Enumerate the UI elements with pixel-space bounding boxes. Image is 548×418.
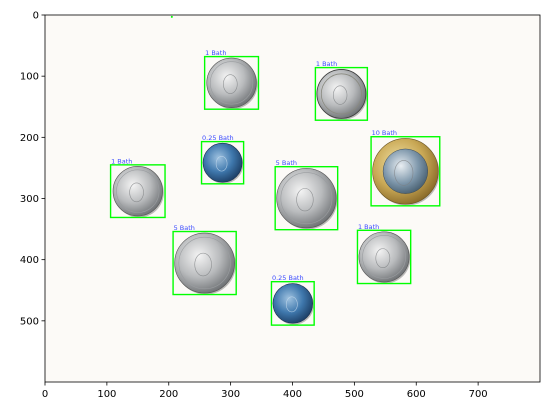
- detection-layer: 1 Bath 1 Bath 0.25 Bath 10 Bath 1 Bath 5 Bath…: [109, 15, 441, 326]
- coin-emblem: [333, 85, 348, 105]
- x-tick-label: 700: [469, 389, 488, 400]
- axes: 1 Bath 1 Bath 0.25 Bath 10 Bath 1 Bath 5 Bath…: [20, 11, 541, 400]
- coin-emblem: [285, 296, 298, 313]
- coin: [174, 232, 235, 294]
- detection-box: [200, 140, 245, 185]
- coin-emblem: [194, 252, 212, 277]
- coin-rim: [116, 169, 160, 213]
- coin-rim: [209, 61, 254, 105]
- x-tick-label: 100: [97, 389, 116, 400]
- coin: [202, 142, 243, 183]
- x-tick-label: 600: [407, 389, 426, 400]
- coin-emblem: [215, 155, 228, 172]
- y-axis: 0 100 200 300 400 500: [20, 11, 45, 327]
- coin-emblem: [129, 182, 144, 203]
- detection-label: 1 Bath: [316, 60, 337, 68]
- y-tick-label: 0: [33, 11, 39, 22]
- coin-emblem: [223, 74, 238, 94]
- detection-box: [270, 280, 315, 326]
- detection-box: [109, 164, 166, 219]
- detection-box: [274, 165, 339, 231]
- detection-label: 10 Bath: [372, 129, 397, 137]
- x-axis: 0 100 200 300 400 500 600 700: [42, 382, 488, 400]
- detection-label: 1 Bath: [111, 157, 132, 165]
- detection-label: 1 Bath: [358, 223, 379, 231]
- coin: [316, 69, 367, 119]
- coin-center: [382, 148, 429, 194]
- coin: [276, 168, 337, 229]
- x-tick-label: 500: [345, 389, 364, 400]
- y-tick-label: 400: [20, 255, 39, 266]
- coin: [112, 166, 163, 217]
- y-tick-label: 200: [20, 133, 39, 144]
- detection-label: 0.25 Bath: [272, 274, 304, 282]
- x-tick-label: 400: [283, 389, 302, 400]
- coin: [272, 283, 313, 324]
- y-tick-label: 300: [20, 194, 39, 205]
- coin-rim: [362, 235, 406, 279]
- detection-box: [370, 136, 441, 207]
- coin-layer: [112, 57, 440, 325]
- coin: [206, 57, 257, 108]
- x-tick-label: 200: [159, 389, 178, 400]
- coin: [358, 231, 410, 283]
- detection-box: [203, 55, 260, 110]
- detection-box: [172, 230, 237, 296]
- coin-rim: [178, 236, 231, 290]
- x-tick-label: 300: [221, 389, 240, 400]
- coin-emblem: [375, 248, 391, 269]
- y-tick-label: 500: [20, 316, 39, 327]
- detection-label: 0.25 Bath: [202, 134, 234, 142]
- y-tick-label: 100: [20, 72, 39, 83]
- coin-rim: [280, 172, 333, 225]
- x-tick-label: 0: [42, 389, 48, 400]
- detection-box: [314, 66, 369, 121]
- coin-emblem: [394, 160, 414, 186]
- detection-box: [356, 229, 412, 285]
- coin-emblem: [296, 188, 314, 212]
- coin-rim: [320, 73, 362, 115]
- detection-label: 1 Bath: [205, 49, 226, 57]
- detection-label: 5 Bath: [276, 159, 297, 167]
- artifact-dot: [170, 15, 173, 18]
- detection-label: 5 Bath: [174, 224, 195, 232]
